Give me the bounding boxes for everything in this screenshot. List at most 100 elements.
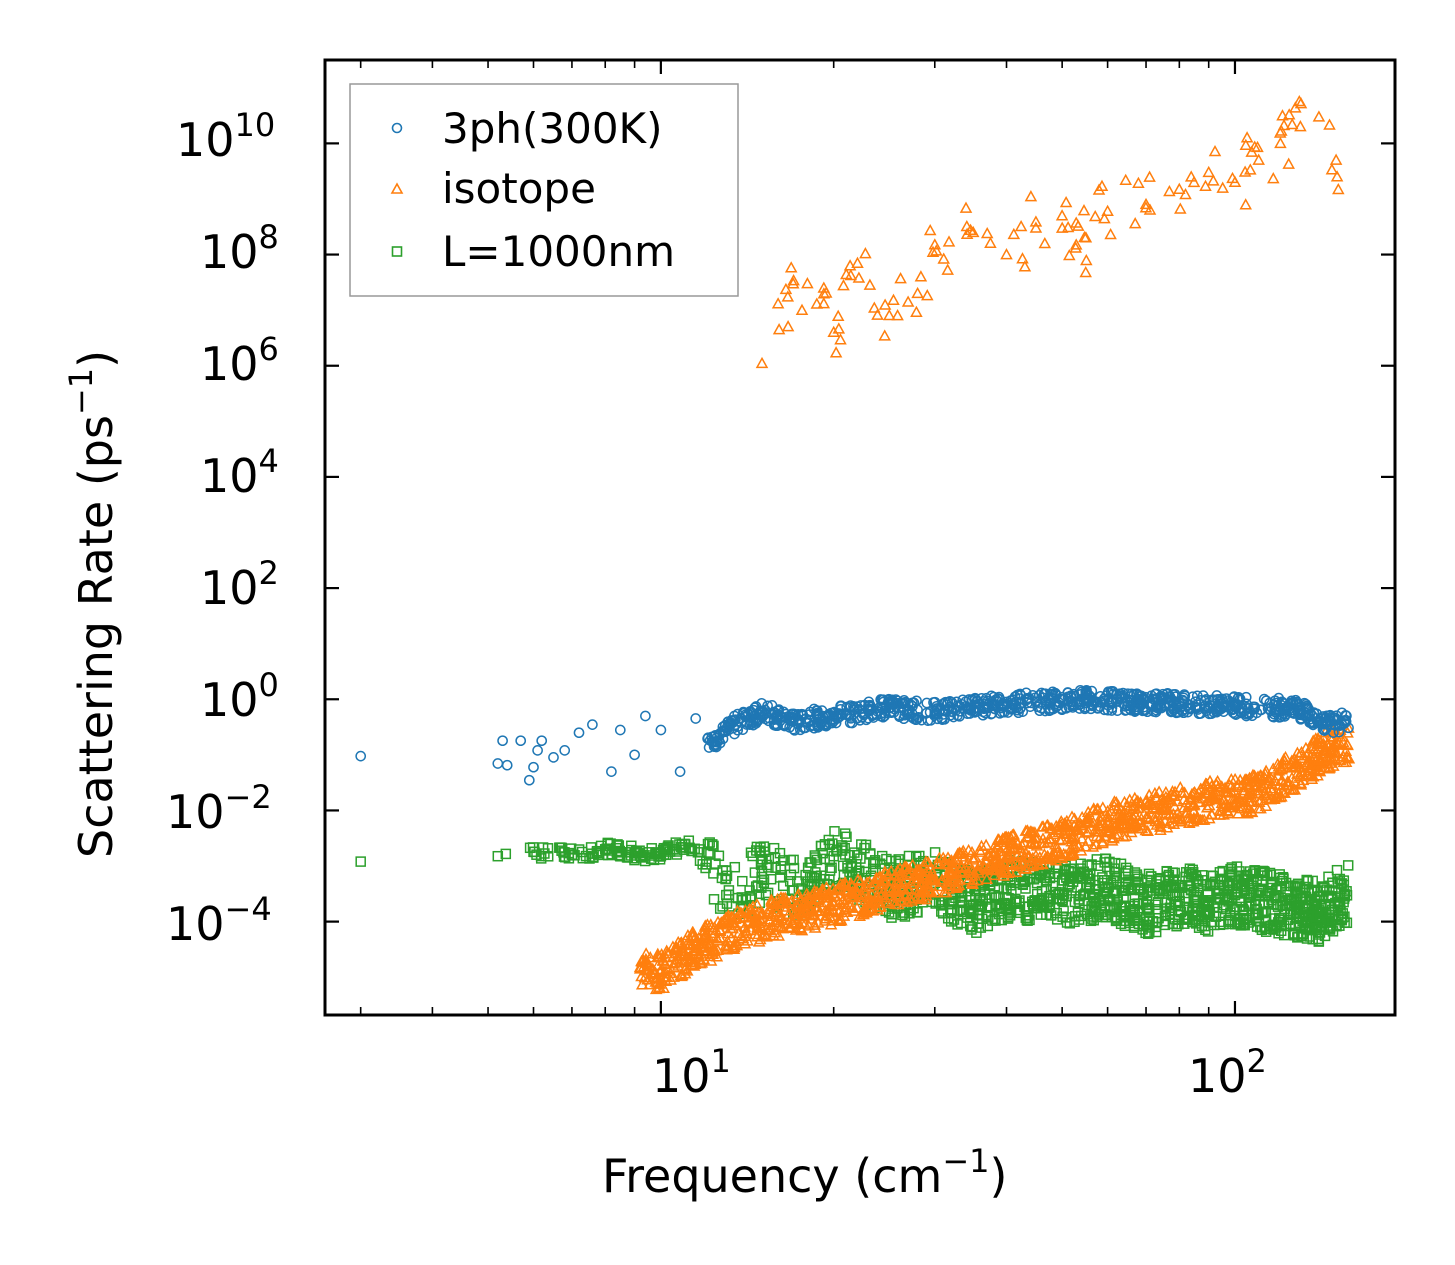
point-l1000nm bbox=[1301, 874, 1312, 886]
point-isotope bbox=[755, 356, 769, 369]
point-3ph bbox=[962, 703, 973, 715]
point-isotope bbox=[791, 907, 804, 919]
point-3ph bbox=[1027, 690, 1039, 701]
point-isotope bbox=[900, 860, 913, 872]
point-isotope bbox=[1119, 829, 1133, 841]
point-isotope bbox=[988, 868, 1001, 881]
point-isotope bbox=[1059, 824, 1073, 836]
point-l1000nm bbox=[1144, 927, 1155, 938]
point-3ph bbox=[854, 704, 865, 715]
point-l1000nm bbox=[856, 839, 867, 850]
point-isotope bbox=[1024, 190, 1038, 202]
point-3ph bbox=[614, 724, 626, 736]
point-isotope bbox=[1152, 807, 1165, 819]
point-l1000nm bbox=[768, 842, 780, 854]
point-isotope bbox=[687, 959, 701, 971]
point-3ph bbox=[732, 708, 744, 720]
point-3ph bbox=[1081, 684, 1092, 696]
point-isotope bbox=[1092, 825, 1105, 837]
point-3ph bbox=[1063, 701, 1075, 713]
point-isotope bbox=[1007, 843, 1020, 855]
point-isotope bbox=[1242, 777, 1256, 790]
point-isotope bbox=[1154, 823, 1167, 836]
point-l1000nm bbox=[971, 927, 982, 938]
point-isotope bbox=[1069, 238, 1083, 250]
point-l1000nm bbox=[826, 862, 837, 874]
point-isotope bbox=[1068, 812, 1081, 824]
point-l1000nm bbox=[763, 862, 774, 873]
point-isotope bbox=[1082, 825, 1095, 837]
point-isotope bbox=[686, 925, 700, 938]
point-3ph bbox=[536, 735, 548, 747]
point-l1000nm bbox=[1064, 873, 1075, 885]
point-3ph bbox=[905, 699, 917, 711]
point-3ph bbox=[1179, 703, 1190, 715]
point-l1000nm bbox=[1173, 918, 1184, 930]
point-l1000nm bbox=[1246, 875, 1257, 887]
point-isotope bbox=[801, 900, 814, 912]
point-isotope bbox=[1173, 182, 1186, 194]
point-isotope bbox=[1089, 838, 1103, 850]
point-l1000nm bbox=[1112, 894, 1124, 905]
point-l1000nm bbox=[1313, 904, 1324, 915]
point-l1000nm bbox=[621, 847, 633, 858]
y-axis-label: Scattering Rate (ps−1) bbox=[62, 350, 123, 858]
point-isotope bbox=[678, 954, 692, 966]
point-isotope bbox=[1036, 832, 1050, 844]
point-isotope bbox=[1341, 738, 1354, 751]
point-l1000nm bbox=[1126, 883, 1137, 895]
point-l1000nm bbox=[1000, 900, 1012, 911]
point-isotope bbox=[1278, 786, 1291, 798]
point-isotope bbox=[1078, 230, 1091, 243]
point-3ph bbox=[787, 713, 798, 725]
point-3ph bbox=[1246, 710, 1258, 722]
point-3ph bbox=[587, 719, 598, 730]
point-isotope bbox=[759, 923, 773, 935]
point-isotope bbox=[781, 320, 795, 332]
point-3ph bbox=[1057, 694, 1069, 705]
point-isotope bbox=[1148, 786, 1162, 799]
point-isotope bbox=[1275, 774, 1289, 787]
point-l1000nm bbox=[664, 846, 676, 857]
point-3ph bbox=[1262, 703, 1274, 714]
point-l1000nm bbox=[657, 844, 669, 856]
point-isotope bbox=[922, 855, 935, 868]
point-isotope bbox=[840, 900, 854, 912]
point-3ph bbox=[1329, 712, 1341, 724]
point-l1000nm bbox=[1088, 889, 1100, 901]
point-3ph bbox=[1009, 691, 1021, 703]
point-3ph bbox=[1119, 705, 1131, 716]
point-isotope bbox=[1325, 163, 1339, 175]
point-3ph bbox=[501, 759, 513, 771]
point-3ph bbox=[1310, 712, 1321, 724]
point-isotope bbox=[879, 867, 892, 879]
point-3ph bbox=[895, 698, 907, 709]
point-l1000nm bbox=[993, 908, 1005, 920]
point-isotope bbox=[832, 322, 846, 334]
point-isotope bbox=[694, 947, 708, 959]
point-3ph bbox=[1020, 687, 1032, 699]
point-3ph bbox=[1041, 698, 1052, 710]
point-l1000nm bbox=[1271, 899, 1282, 910]
point-l1000nm bbox=[720, 873, 731, 885]
point-isotope bbox=[1046, 849, 1059, 861]
point-l1000nm bbox=[1150, 899, 1161, 911]
point-3ph bbox=[1315, 718, 1327, 730]
point-isotope bbox=[1254, 793, 1268, 805]
point-l1000nm bbox=[584, 853, 595, 864]
point-3ph bbox=[1333, 726, 1345, 738]
point-3ph bbox=[492, 758, 504, 769]
point-l1000nm bbox=[911, 906, 923, 918]
point-isotope bbox=[639, 955, 652, 967]
point-isotope bbox=[670, 941, 683, 953]
point-l1000nm bbox=[732, 892, 744, 904]
point-l1000nm bbox=[1064, 878, 1075, 890]
point-l1000nm bbox=[674, 839, 685, 850]
point-isotope bbox=[878, 873, 891, 885]
point-l1000nm bbox=[1300, 923, 1311, 934]
point-isotope bbox=[1254, 802, 1267, 814]
point-isotope bbox=[891, 309, 904, 321]
point-isotope bbox=[953, 846, 966, 858]
point-isotope bbox=[860, 876, 874, 888]
point-3ph bbox=[737, 724, 749, 735]
